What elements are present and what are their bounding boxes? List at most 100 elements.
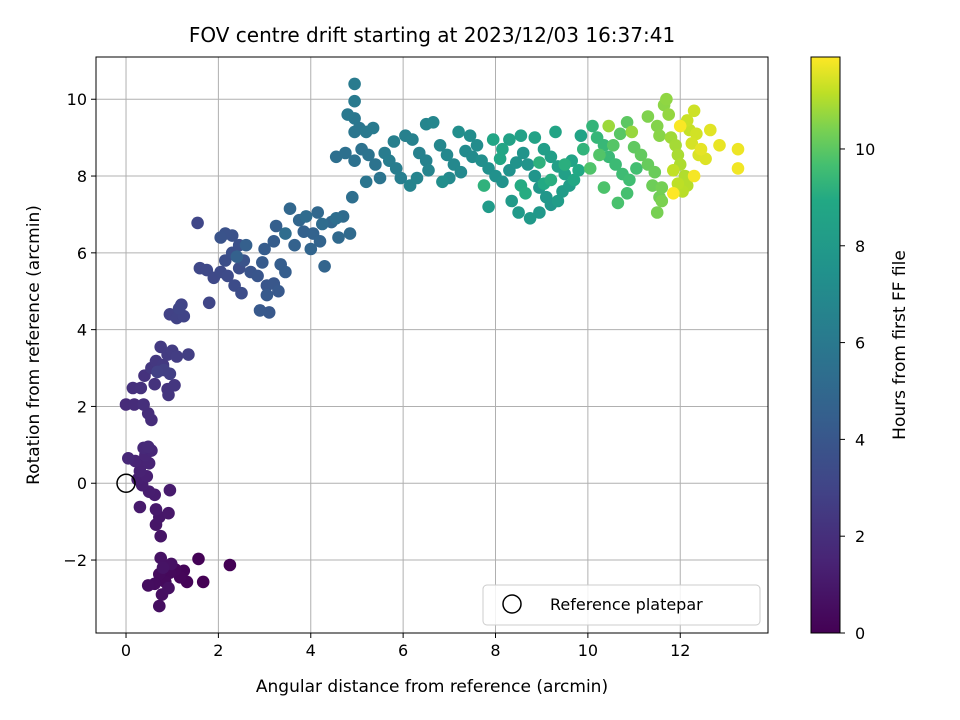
colorbar-label: Hours from first FF file (890, 250, 910, 440)
data-point (153, 599, 166, 613)
data-point (279, 227, 292, 240)
data-point (168, 379, 181, 392)
data-point (544, 173, 558, 187)
plot-frame (95, 56, 769, 634)
data-point (544, 150, 558, 164)
data-point (650, 119, 664, 133)
data-point (128, 398, 141, 411)
data-point (214, 231, 227, 244)
data-point (253, 304, 267, 317)
data-point (387, 135, 401, 148)
data-point (422, 164, 435, 177)
data-point (148, 377, 161, 391)
data-point (410, 171, 424, 185)
colorbar (811, 57, 840, 633)
data-point (623, 173, 636, 187)
legend-box (482, 584, 761, 626)
data-point (454, 165, 468, 179)
data-point (341, 108, 355, 121)
colorbar-tick-label: 10 (855, 140, 875, 159)
data-point (149, 503, 163, 516)
data-point (304, 242, 318, 256)
data-point (574, 129, 588, 142)
data-point (549, 125, 562, 139)
data-point (162, 506, 175, 520)
data-point (163, 483, 177, 497)
data-point (260, 288, 274, 302)
data-point (521, 158, 535, 171)
data-point (191, 216, 204, 230)
data-point (269, 219, 283, 233)
y-tick-label: 0 (77, 474, 87, 493)
data-point (667, 187, 680, 200)
x-tick-label: 0 (121, 641, 131, 660)
scatter-points (119, 77, 745, 613)
data-point (463, 129, 477, 142)
data-point (172, 302, 186, 315)
data-point (255, 256, 269, 269)
data-point (251, 269, 264, 283)
data-point (673, 119, 687, 133)
data-point (192, 552, 205, 566)
data-point (641, 110, 655, 123)
data-point (394, 171, 408, 185)
data-point (607, 139, 620, 152)
data-point (505, 194, 518, 208)
data-point (503, 133, 516, 146)
data-point (514, 129, 528, 142)
data-point (348, 77, 361, 91)
data-point (221, 269, 234, 283)
data-point (687, 104, 701, 118)
data-point (613, 127, 627, 141)
y-tick-label: 6 (77, 244, 87, 263)
data-point (440, 148, 454, 162)
data-point (510, 156, 523, 169)
data-point (433, 139, 447, 152)
data-point (339, 146, 352, 160)
x-axis-ticks: 0 2 4 6 8 10 12 (121, 633, 690, 660)
data-point (593, 148, 606, 162)
data-point (625, 125, 639, 139)
data-point (486, 133, 500, 146)
data-point (528, 131, 542, 144)
data-point (687, 169, 701, 183)
y-tick-label: 2 (77, 397, 87, 416)
data-point (329, 212, 343, 225)
data-point (133, 500, 147, 514)
colorbar-frame (810, 56, 841, 634)
data-point (154, 529, 167, 543)
reference-platepar-marker (116, 473, 136, 493)
data-point (141, 440, 155, 454)
data-point (182, 348, 195, 361)
data-point (436, 175, 449, 189)
data-point (470, 139, 484, 152)
data-point (620, 187, 634, 200)
data-point (235, 286, 248, 300)
data-point (348, 94, 361, 108)
data-point (731, 162, 745, 175)
data-point (516, 146, 530, 160)
data-point (731, 142, 745, 156)
data-point (630, 162, 643, 175)
data-point (389, 162, 403, 175)
data-point (162, 581, 175, 595)
data-point (419, 154, 433, 167)
data-point (223, 558, 237, 572)
grid (96, 57, 768, 633)
data-point (137, 398, 150, 411)
data-point (496, 175, 509, 189)
data-point (477, 179, 491, 192)
x-tick-label: 8 (490, 641, 500, 660)
data-point (162, 388, 175, 402)
data-point (671, 148, 685, 162)
data-point (313, 235, 327, 248)
data-point (572, 164, 585, 177)
data-point (558, 167, 572, 181)
data-point (343, 227, 357, 240)
y-tick-label: 8 (77, 167, 87, 186)
data-point (519, 187, 532, 200)
data-point (151, 365, 164, 379)
data-point (311, 206, 325, 219)
y-axis-label: Rotation from reference (arcmin) (24, 205, 44, 485)
data-point (690, 127, 703, 141)
